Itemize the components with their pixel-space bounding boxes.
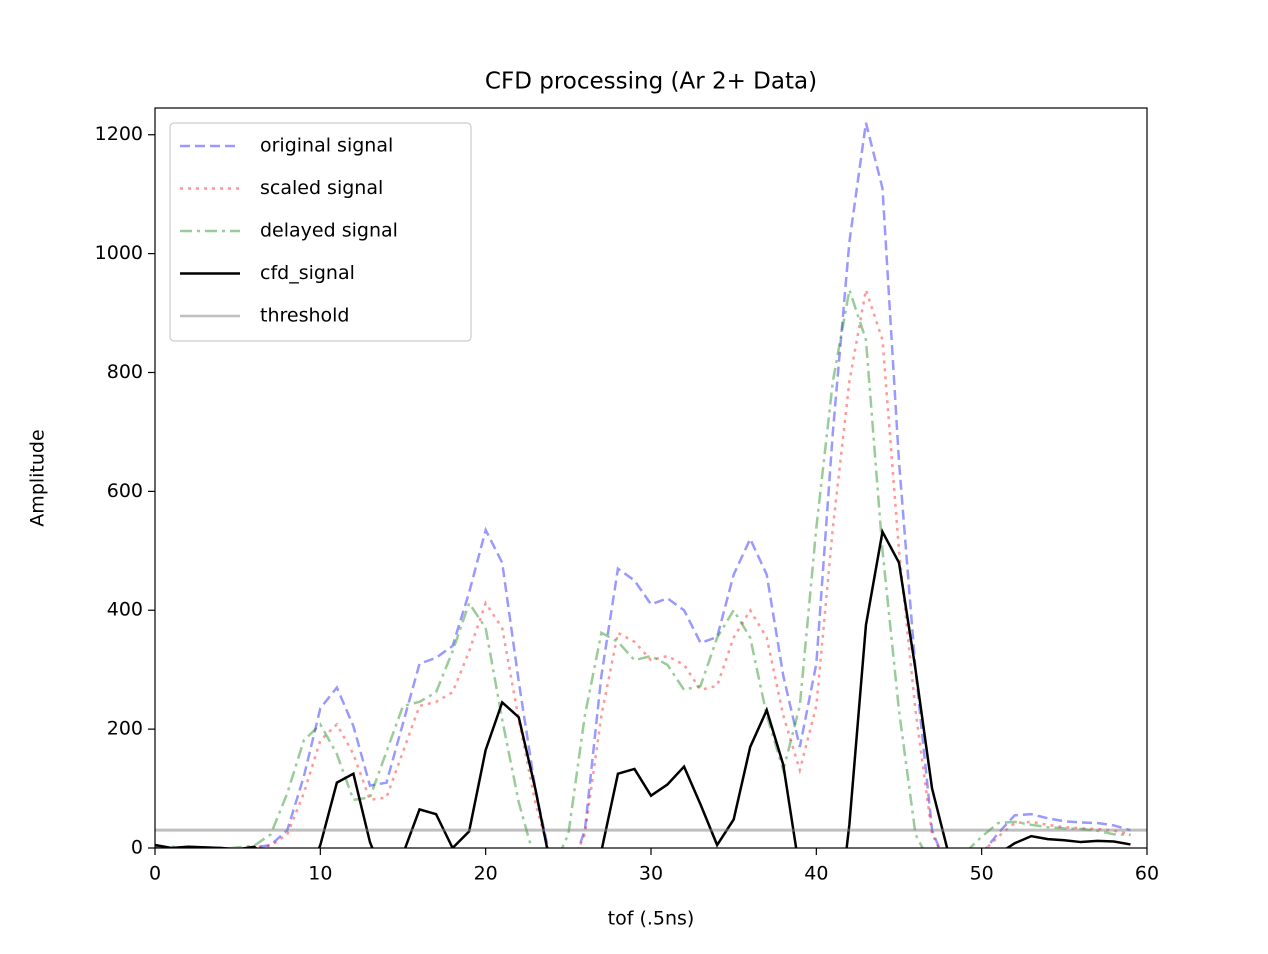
x-tick-label: 10 bbox=[308, 863, 332, 885]
series-line bbox=[155, 289, 1131, 848]
y-tick-label: 0 bbox=[131, 837, 143, 859]
legend-label: threshold bbox=[260, 305, 349, 327]
chart-title: CFD processing (Ar 2+ Data) bbox=[485, 69, 817, 95]
y-tick-label: 800 bbox=[107, 361, 143, 383]
plot-area bbox=[155, 122, 1147, 848]
x-tick-label: 20 bbox=[474, 863, 498, 885]
y-tick-label: 1200 bbox=[95, 123, 143, 145]
x-tick-label: 40 bbox=[804, 863, 828, 885]
x-axis-label: tof (.5ns) bbox=[608, 908, 695, 930]
y-tick-label: 400 bbox=[107, 599, 143, 621]
legend: original signal scaled signal delayed sign… bbox=[169, 122, 472, 342]
series-line bbox=[155, 528, 1131, 848]
x-tick-label: 0 bbox=[149, 863, 161, 885]
legend-box bbox=[169, 122, 472, 342]
y-tick-label: 600 bbox=[107, 480, 143, 502]
legend-label: cfd_signal bbox=[260, 262, 355, 284]
x-tick-label: 50 bbox=[970, 863, 994, 885]
y-tick-label: 200 bbox=[107, 718, 143, 740]
x-tick-label: 30 bbox=[639, 863, 663, 885]
series-line bbox=[155, 289, 1131, 848]
legend-label: scaled signal bbox=[260, 177, 383, 199]
legend-label: delayed signal bbox=[260, 220, 398, 242]
y-tick-label: 1000 bbox=[95, 242, 143, 264]
y-axis-label: Amplitude bbox=[27, 429, 49, 526]
legend-label: original signal bbox=[260, 135, 393, 157]
x-tick-label: 60 bbox=[1135, 863, 1159, 885]
